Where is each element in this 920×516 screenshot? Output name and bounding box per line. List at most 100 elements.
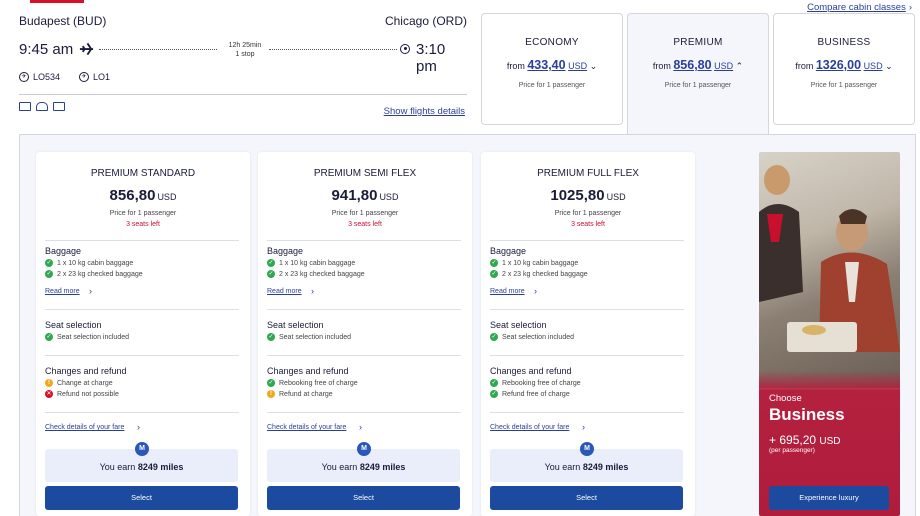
list-item-label: 2 x 23 kg checked baggage: [502, 270, 588, 278]
check-fare-details-link[interactable]: Check details of your fare: [45, 424, 125, 431]
check-icon: ✓: [45, 270, 53, 278]
cabin-amount: 856,80: [673, 58, 712, 72]
check-icon: ✓: [490, 270, 498, 278]
list-item-label: 1 x 10 kg cabin baggage: [502, 259, 579, 267]
check-icon: ✓: [490, 379, 498, 387]
business-promo: Choose Business + 695,20 USD (per passen…: [759, 152, 900, 516]
cross-icon: ✕: [45, 390, 53, 398]
chevron-right-icon: ›: [137, 422, 140, 432]
list-item: ✓ Seat selection included: [267, 333, 351, 341]
baggage-title: Baggage: [267, 246, 304, 256]
list-item: ✓ 1 x 10 kg cabin baggage: [490, 259, 578, 267]
list-item: ✓ Seat selection included: [490, 333, 574, 341]
list-item-label: Seat selection included: [57, 333, 129, 341]
show-flight-details-link[interactable]: Show flights details: [383, 106, 465, 117]
list-item: ✓ Rebooking free of charge: [490, 379, 581, 387]
fare-price: 941,80 USD: [258, 187, 472, 204]
compare-link-label: Compare cabin classes: [807, 2, 906, 13]
fare-amount: 941,80: [331, 187, 378, 204]
read-more-link[interactable]: Read more: [490, 288, 525, 295]
changes-title: Changes and refund: [490, 366, 572, 376]
check-icon: ✓: [490, 259, 498, 267]
route-line-left: [99, 49, 217, 50]
list-item-label: Rebooking free of charge: [279, 379, 358, 387]
select-button[interactable]: Select: [267, 486, 460, 510]
chevron-right-icon: ›: [908, 2, 912, 13]
depart-time: 9:45 am: [19, 41, 74, 58]
chevron-right-icon: ›: [534, 286, 537, 296]
airline-logo-icon: ✈: [79, 72, 89, 82]
check-fare-details-link[interactable]: Check details of your fare: [267, 424, 347, 431]
check-icon: ✓: [267, 333, 275, 341]
compare-cabin-classes-link[interactable]: Compare cabin classes ›: [807, 2, 912, 13]
select-button[interactable]: Select: [490, 486, 683, 510]
miles-value: 8249 miles: [582, 462, 629, 472]
list-item-label: 1 x 10 kg cabin baggage: [279, 259, 356, 267]
fare-price: 856,80 USD: [36, 187, 250, 204]
destination-city: Chicago (ORD): [384, 14, 467, 28]
miles-prefix: You earn: [321, 462, 358, 472]
divider: [45, 240, 239, 241]
divider: [267, 355, 461, 356]
promo-price: + 695,20 USD: [769, 433, 841, 447]
miles-prefix: You earn: [544, 462, 581, 472]
stops: 1 stop: [235, 51, 255, 58]
experience-luxury-button[interactable]: Experience luxury: [769, 486, 889, 510]
brand-accent-bar: [30, 0, 84, 3]
miles-value: 8249 miles: [359, 462, 406, 472]
changes-title: Changes and refund: [267, 366, 349, 376]
duration: 12h 25min: [228, 42, 262, 49]
cabin-price: from 1326,00 USD ⌄: [774, 58, 914, 72]
chevron-right-icon: ›: [582, 422, 585, 432]
divider: [267, 309, 461, 310]
seats-left: 3 seats left: [126, 221, 160, 228]
fare-sub: Price for 1 passenger: [331, 210, 399, 217]
fare-name: PREMIUM SEMI FLEX: [313, 168, 417, 179]
list-item: ✓ Rebooking free of charge: [267, 379, 358, 387]
list-item: ✓ 2 x 23 kg checked baggage: [490, 270, 588, 278]
check-icon: ✓: [490, 333, 498, 341]
list-item: ✓ 1 x 10 kg cabin baggage: [45, 259, 133, 267]
divider: [267, 412, 461, 413]
cabin-amount: 433,40: [527, 58, 566, 72]
seat-title: Seat selection: [45, 320, 102, 330]
read-more-link[interactable]: Read more: [267, 288, 302, 295]
list-item: ✓ Seat selection included: [45, 333, 129, 341]
divider: [490, 355, 684, 356]
list-item-label: Rebooking free of charge: [502, 379, 581, 387]
airline-logo-icon: ✈: [19, 72, 29, 82]
tab-economy[interactable]: ECONOMY from 433,40 USD ⌄ Price for 1 pa…: [481, 13, 623, 125]
miles-prefix: You earn: [99, 462, 136, 472]
divider: [19, 94, 467, 95]
divider: [490, 309, 684, 310]
select-button[interactable]: Select: [45, 486, 238, 510]
cabin-name: ECONOMY: [525, 37, 579, 48]
plane-icon: [79, 42, 94, 61]
divider: [45, 309, 239, 310]
fare-currency: USD: [606, 192, 626, 202]
promo-choose: Choose: [769, 393, 802, 404]
fare-card-premium-semi-flex: PREMIUM SEMI FLEX 941,80 USD Price for 1 …: [258, 152, 472, 516]
cabin-sub: Price for 1 passenger: [518, 82, 586, 89]
from-label: from: [795, 61, 814, 71]
list-item: ✓ 1 x 10 kg cabin baggage: [267, 259, 355, 267]
seat-title: Seat selection: [490, 320, 547, 330]
fare-price: 1025,80 USD: [481, 187, 695, 204]
cabin-sub: Price for 1 passenger: [664, 82, 732, 89]
fare-currency: USD: [157, 192, 177, 202]
tab-business[interactable]: BUSINESS from 1326,00 USD ⌄ Price for 1 …: [773, 13, 915, 125]
changes-title: Changes and refund: [45, 366, 127, 376]
from-label: from: [652, 61, 671, 71]
read-more-link[interactable]: Read more: [45, 288, 80, 295]
tab-premium[interactable]: PREMIUM from 856,80 USD ⌃ Price for 1 pa…: [627, 13, 769, 136]
check-fare-details-link[interactable]: Check details of your fare: [490, 424, 570, 431]
duration-info: 12h 25min 1 stop: [219, 41, 271, 59]
route-line-right: [269, 49, 397, 50]
promo-currency: USD: [819, 436, 841, 447]
list-item: ! Refund at charge: [267, 390, 333, 398]
fare-amount: 1025,80: [550, 187, 605, 204]
miles-badge-icon: M: [135, 442, 149, 456]
cabin-price: from 433,40 USD ⌄: [482, 58, 622, 72]
seats-left: 3 seats left: [348, 221, 382, 228]
chevron-up-icon: ⌃: [735, 61, 744, 71]
